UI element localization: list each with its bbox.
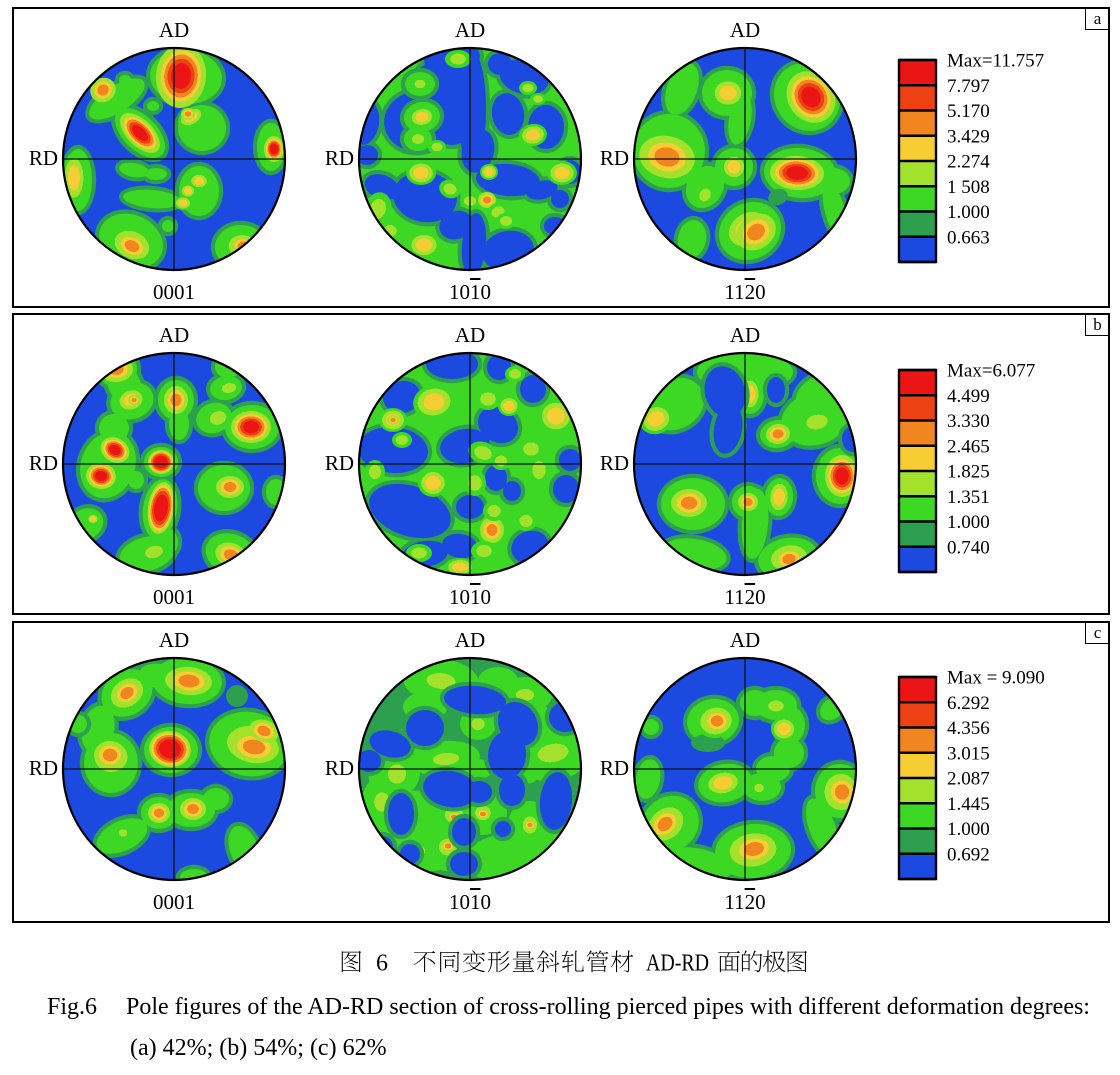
svg-text:1.000: 1.000 [947, 819, 990, 840]
svg-text:0.740: 0.740 [947, 537, 990, 558]
svg-text:1.825: 1.825 [947, 462, 990, 483]
svg-text:6.292: 6.292 [947, 693, 990, 714]
svg-text:2.087: 2.087 [947, 769, 990, 790]
svg-text:1 508: 1 508 [947, 177, 990, 198]
svg-text:Max = 9.090: Max = 9.090 [947, 668, 1045, 689]
svg-text:6: 6 [376, 951, 388, 977]
svg-text:4.356: 4.356 [947, 718, 990, 739]
svg-text:3.429: 3.429 [947, 126, 990, 147]
svg-text:2.274: 2.274 [947, 152, 990, 173]
svg-text:2.465: 2.465 [947, 436, 990, 457]
svg-text:0.692: 0.692 [947, 844, 990, 865]
svg-text:1.351: 1.351 [947, 487, 990, 508]
svg-text:1.445: 1.445 [947, 794, 990, 815]
svg-text:3.330: 3.330 [947, 411, 990, 432]
svg-text:5.170: 5.170 [947, 101, 990, 122]
svg-text:3.015: 3.015 [947, 743, 990, 764]
svg-text:0.663: 0.663 [947, 227, 990, 248]
svg-text:AD-RD: AD-RD [646, 951, 709, 977]
svg-text:Max=11.757: Max=11.757 [947, 51, 1044, 72]
svg-text:4.499: 4.499 [947, 386, 990, 407]
svg-text:1.000: 1.000 [947, 202, 990, 223]
svg-text:7.797: 7.797 [947, 76, 990, 97]
svg-text:Max=6.077: Max=6.077 [947, 361, 1035, 382]
svg-text:1.000: 1.000 [947, 512, 990, 533]
